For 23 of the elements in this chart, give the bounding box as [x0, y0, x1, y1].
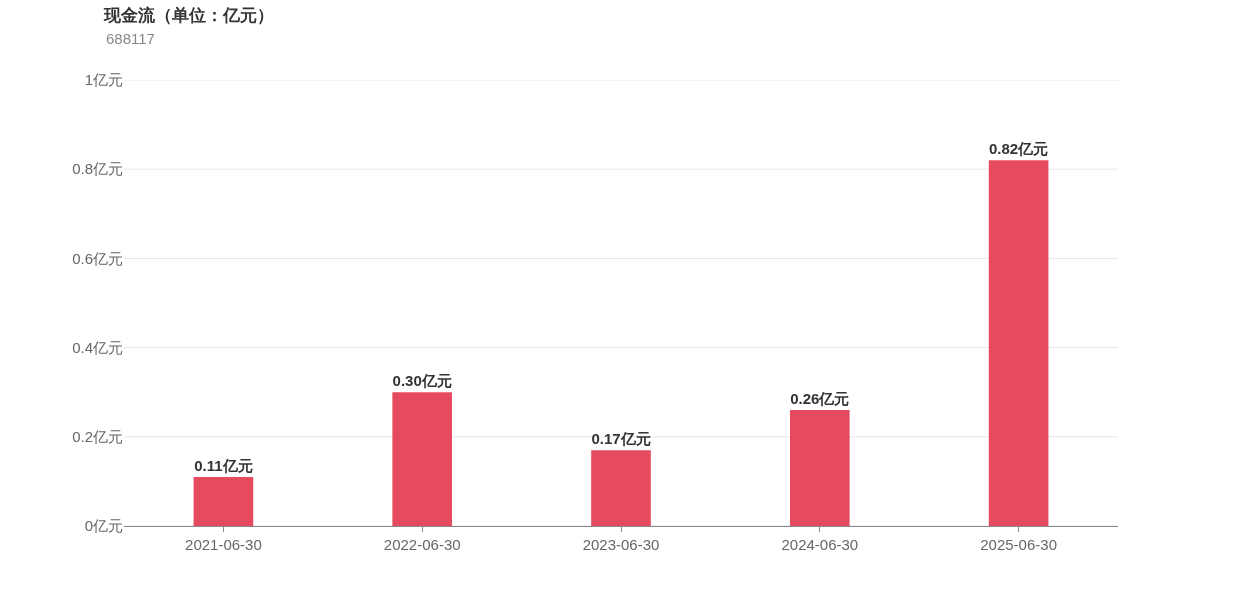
y-tick-label: 0.4亿元 — [72, 338, 123, 356]
data-label: 0.82亿元 — [989, 140, 1049, 158]
x-tick-label: 2024-06-30 — [781, 536, 859, 553]
y-tick-label: 0.8亿元 — [72, 160, 123, 178]
x-tick-label: 2025-06-30 — [980, 536, 1057, 553]
data-label: 0.17亿元 — [591, 430, 651, 448]
y-tick-label: 1亿元 — [84, 71, 123, 89]
bar — [193, 476, 254, 526]
chart-title: 现金流（单位：亿元） — [103, 5, 274, 25]
chart-subtitle: 688117 — [106, 30, 155, 47]
bar — [988, 160, 1049, 526]
y-tick-label: 0亿元 — [84, 517, 123, 535]
y-tick-label: 0.6亿元 — [72, 249, 123, 267]
y-tick-label: 0.2亿元 — [72, 428, 123, 446]
data-label: 0.11亿元 — [194, 456, 253, 474]
x-tick-label: 2023-06-30 — [582, 536, 660, 553]
data-label: 0.26亿元 — [790, 390, 850, 408]
x-tick-label: 2021-06-30 — [185, 536, 262, 553]
bar — [591, 450, 651, 526]
bar — [789, 410, 850, 526]
bar — [392, 392, 453, 526]
data-label: 0.30亿元 — [392, 372, 452, 390]
x-tick-label: 2022-06-30 — [383, 536, 461, 553]
